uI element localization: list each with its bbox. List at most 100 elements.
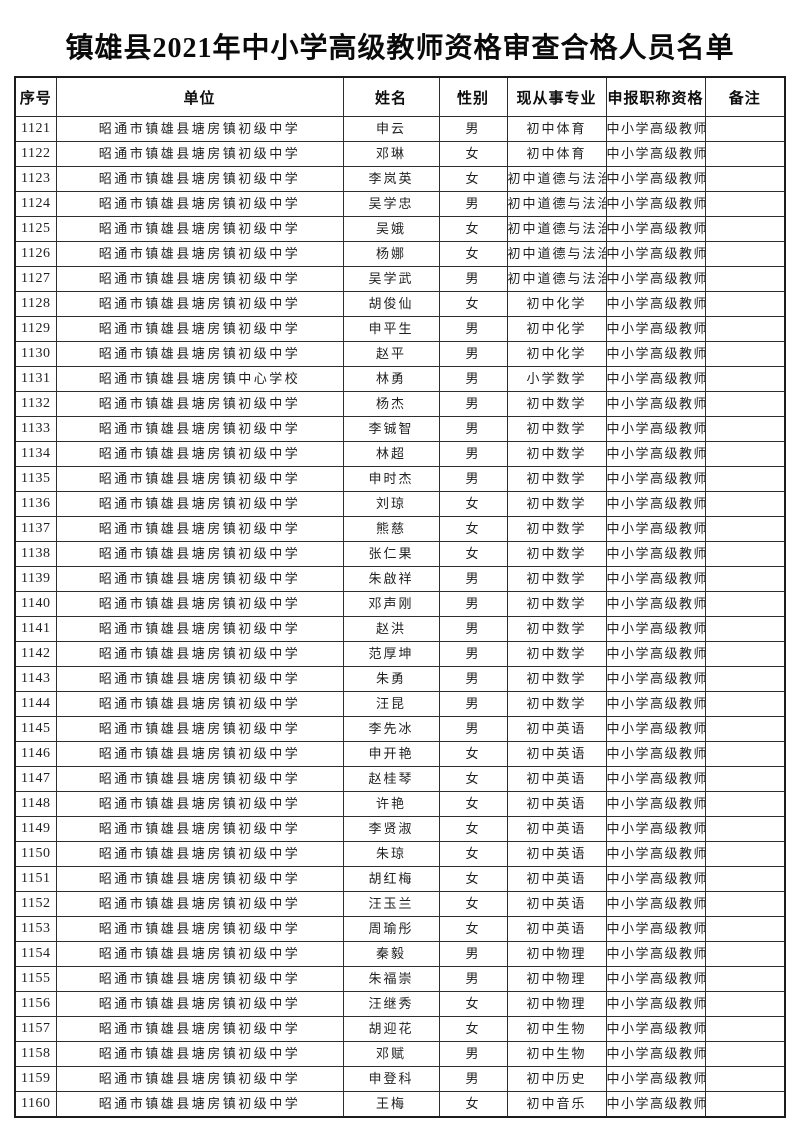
cell-unit: 昭通市镇雄县塘房镇初级中学 — [55, 741, 344, 767]
cell-remark — [704, 766, 786, 792]
cell-no: 1140 — [14, 591, 57, 617]
cell-name: 林勇 — [342, 366, 440, 392]
cell-unit: 昭通市镇雄县塘房镇初级中学 — [55, 391, 344, 417]
cell-gender: 女 — [438, 991, 508, 1017]
cell-name: 申平生 — [342, 316, 440, 342]
cell-title: 中小学高级教师 — [605, 366, 706, 392]
cell-title: 中小学高级教师 — [605, 1016, 706, 1042]
cell-major: 初中英语 — [506, 866, 607, 892]
cell-unit: 昭通市镇雄县塘房镇初级中学 — [55, 916, 344, 942]
cell-no: 1160 — [14, 1091, 57, 1118]
cell-title: 中小学高级教师 — [605, 141, 706, 167]
qualification-table: 序号 单位 姓名 性别 现从事专业 申报职称资格 备注 1121 昭通市镇雄县塘房… — [14, 76, 786, 1118]
cell-major: 初中数学 — [506, 416, 607, 442]
cell-name: 王梅 — [342, 1091, 440, 1118]
table-row: 1142 昭通市镇雄县塘房镇初级中学 范厚坤男初中数学 中小学高级教师 — [14, 641, 786, 667]
cell-no: 1121 — [14, 116, 57, 142]
table-row: 1151 昭通市镇雄县塘房镇初级中学 胡红梅女初中英语 中小学高级教师 — [14, 866, 786, 892]
table-row: 1156 昭通市镇雄县塘房镇初级中学 汪继秀女初中物理 中小学高级教师 — [14, 991, 786, 1017]
cell-major: 初中道德与法治 — [506, 216, 607, 242]
table-row: 1137 昭通市镇雄县塘房镇初级中学 熊慈女初中数学 中小学高级教师 — [14, 516, 786, 542]
cell-major: 初中数学 — [506, 441, 607, 467]
cell-name: 秦毅 — [342, 941, 440, 967]
cell-name: 赵平 — [342, 341, 440, 367]
cell-unit: 昭通市镇雄县塘房镇初级中学 — [55, 766, 344, 792]
cell-title: 中小学高级教师 — [605, 841, 706, 867]
cell-major: 初中英语 — [506, 891, 607, 917]
cell-major: 小学数学 — [506, 366, 607, 392]
cell-remark — [704, 416, 786, 442]
cell-remark — [704, 566, 786, 592]
cell-major: 初中化学 — [506, 316, 607, 342]
cell-remark — [704, 741, 786, 767]
table-row: 1144 昭通市镇雄县塘房镇初级中学 汪昆男初中数学 中小学高级教师 — [14, 691, 786, 717]
cell-gender: 女 — [438, 791, 508, 817]
cell-gender: 男 — [438, 966, 508, 992]
cell-title: 中小学高级教师 — [605, 391, 706, 417]
cell-major: 初中物理 — [506, 941, 607, 967]
cell-no: 1149 — [14, 816, 57, 842]
cell-gender: 男 — [438, 1041, 508, 1067]
table-row: 1155 昭通市镇雄县塘房镇初级中学 朱福崇男初中物理 中小学高级教师 — [14, 966, 786, 992]
cell-major: 初中数学 — [506, 566, 607, 592]
cell-gender: 女 — [438, 916, 508, 942]
table-row: 1134 昭通市镇雄县塘房镇初级中学 林超男初中数学 中小学高级教师 — [14, 441, 786, 467]
cell-name: 杨娜 — [342, 241, 440, 267]
cell-no: 1127 — [14, 266, 57, 292]
cell-no: 1131 — [14, 366, 57, 392]
cell-name: 李铖智 — [342, 416, 440, 442]
cell-remark — [704, 166, 786, 192]
cell-gender: 男 — [438, 266, 508, 292]
cell-unit: 昭通市镇雄县塘房镇初级中学 — [55, 966, 344, 992]
cell-no: 1125 — [14, 216, 57, 242]
cell-gender: 男 — [438, 366, 508, 392]
table-row: 1140 昭通市镇雄县塘房镇初级中学 邓声刚男初中数学 中小学高级教师 — [14, 591, 786, 617]
cell-no: 1123 — [14, 166, 57, 192]
cell-no: 1155 — [14, 966, 57, 992]
cell-no: 1148 — [14, 791, 57, 817]
cell-remark — [704, 441, 786, 467]
cell-gender: 女 — [438, 491, 508, 517]
cell-no: 1147 — [14, 766, 57, 792]
table-row: 1127 昭通市镇雄县塘房镇初级中学 吴学武男初中道德与法治 中小学高级教师 — [14, 266, 786, 292]
column-header-title: 申报职称资格 — [605, 76, 706, 117]
cell-unit: 昭通市镇雄县塘房镇初级中学 — [55, 466, 344, 492]
cell-name: 熊慈 — [342, 516, 440, 542]
cell-no: 1134 — [14, 441, 57, 467]
cell-remark — [704, 266, 786, 292]
cell-unit: 昭通市镇雄县塘房镇初级中学 — [55, 641, 344, 667]
cell-major: 初中数学 — [506, 541, 607, 567]
cell-name: 李岚英 — [342, 166, 440, 192]
cell-no: 1135 — [14, 466, 57, 492]
cell-name: 张仁果 — [342, 541, 440, 567]
table-row: 1122 昭通市镇雄县塘房镇初级中学 邓琳女初中体育 中小学高级教师 — [14, 141, 786, 167]
cell-title: 中小学高级教师 — [605, 691, 706, 717]
cell-unit: 昭通市镇雄县塘房镇初级中学 — [55, 266, 344, 292]
cell-remark — [704, 991, 786, 1017]
cell-remark — [704, 216, 786, 242]
cell-name: 范厚坤 — [342, 641, 440, 667]
cell-unit: 昭通市镇雄县塘房镇初级中学 — [55, 491, 344, 517]
cell-no: 1144 — [14, 691, 57, 717]
cell-gender: 女 — [438, 541, 508, 567]
cell-title: 中小学高级教师 — [605, 116, 706, 142]
table-row: 1123 昭通市镇雄县塘房镇初级中学 李岚英女初中道德与法治 中小学高级教师 — [14, 166, 786, 192]
cell-remark — [704, 541, 786, 567]
cell-title: 中小学高级教师 — [605, 766, 706, 792]
cell-name: 朱勇 — [342, 666, 440, 692]
cell-title: 中小学高级教师 — [605, 491, 706, 517]
cell-title: 中小学高级教师 — [605, 516, 706, 542]
cell-remark — [704, 816, 786, 842]
cell-gender: 女 — [438, 1016, 508, 1042]
cell-gender: 女 — [438, 766, 508, 792]
table-row: 1146 昭通市镇雄县塘房镇初级中学 申开艳女初中英语 中小学高级教师 — [14, 741, 786, 767]
cell-title: 中小学高级教师 — [605, 641, 706, 667]
cell-gender: 女 — [438, 891, 508, 917]
cell-no: 1124 — [14, 191, 57, 217]
cell-major: 初中物理 — [506, 966, 607, 992]
cell-title: 中小学高级教师 — [605, 1091, 706, 1118]
cell-no: 1122 — [14, 141, 57, 167]
cell-major: 初中英语 — [506, 741, 607, 767]
cell-gender: 男 — [438, 391, 508, 417]
cell-remark — [704, 1066, 786, 1092]
